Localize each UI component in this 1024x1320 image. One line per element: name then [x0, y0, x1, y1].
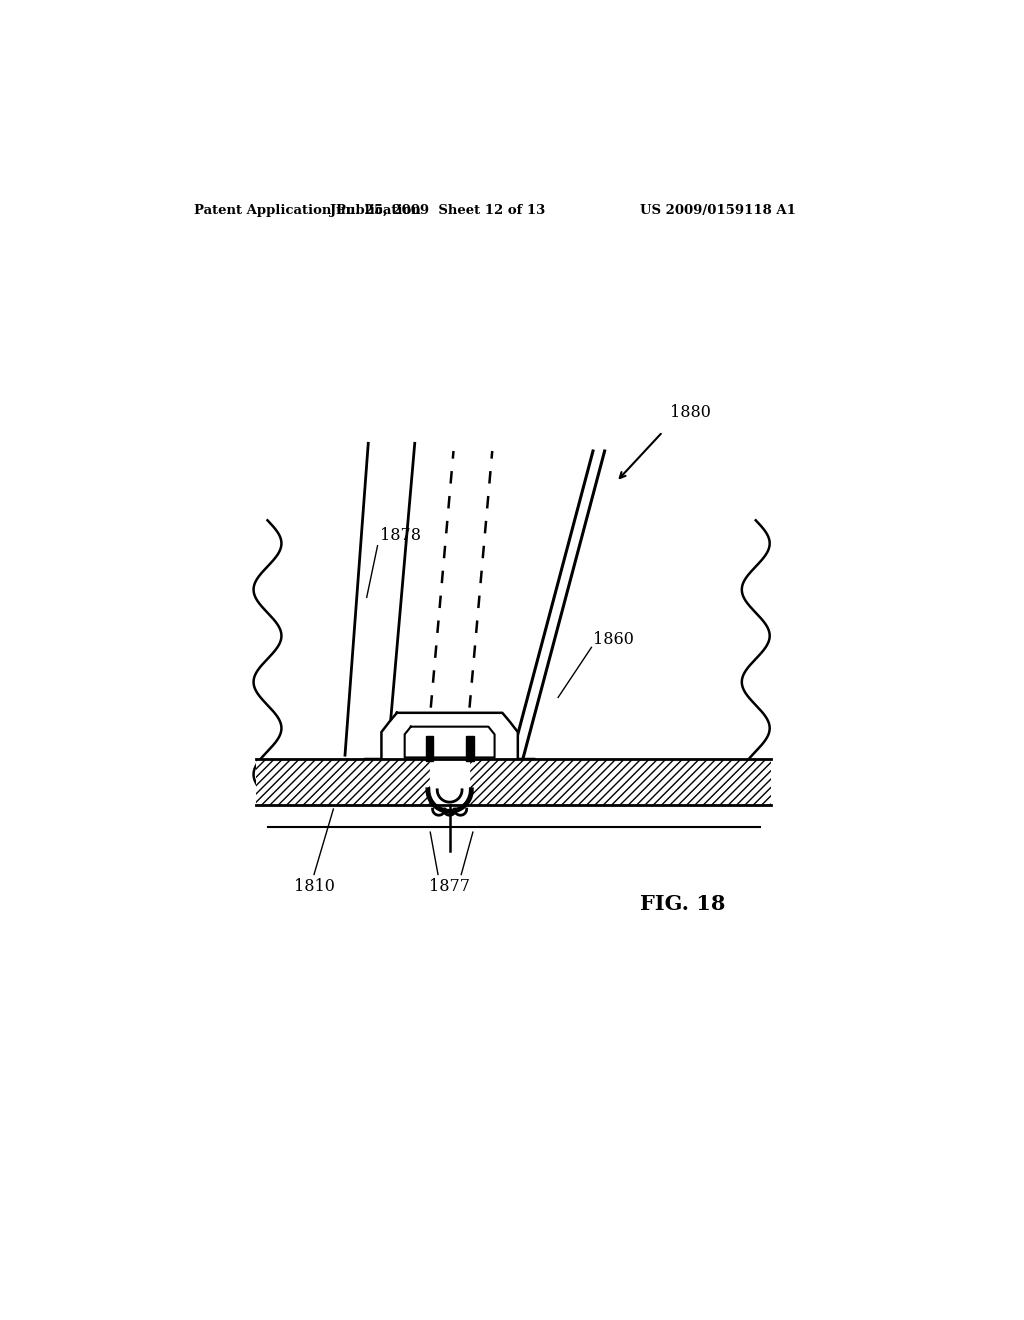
- Polygon shape: [466, 737, 474, 760]
- Bar: [256, 759, 430, 805]
- Text: 1878: 1878: [380, 527, 421, 544]
- Text: US 2009/0159118 A1: US 2009/0159118 A1: [640, 205, 796, 218]
- Text: FIG. 18: FIG. 18: [640, 894, 725, 913]
- Text: 1877: 1877: [429, 878, 470, 895]
- Polygon shape: [426, 737, 433, 760]
- Bar: [469, 759, 771, 805]
- Polygon shape: [365, 713, 535, 763]
- Text: 1810: 1810: [294, 878, 335, 895]
- Polygon shape: [404, 726, 495, 758]
- Polygon shape: [430, 759, 469, 805]
- Text: 1880: 1880: [671, 404, 712, 421]
- Text: Jun. 25, 2009  Sheet 12 of 13: Jun. 25, 2009 Sheet 12 of 13: [331, 205, 546, 218]
- Text: Patent Application Publication: Patent Application Publication: [194, 205, 421, 218]
- Text: 1860: 1860: [593, 631, 634, 648]
